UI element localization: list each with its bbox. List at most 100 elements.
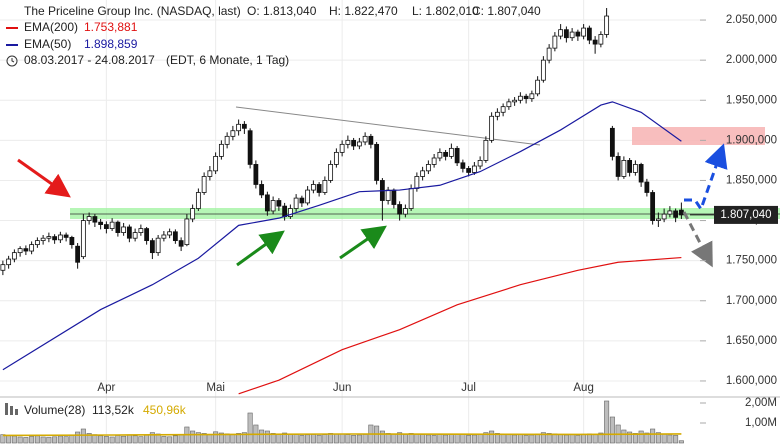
candle-body: [517, 95, 523, 101]
volume-bar: [569, 434, 575, 444]
candle-body: [184, 218, 190, 246]
volume-bar: [6, 435, 12, 444]
candle-body: [23, 248, 29, 252]
chart-title: The Priceline Group Inc. (NASDAQ, last): [24, 4, 241, 18]
ohlc-high: H: 1.822,470: [329, 4, 398, 18]
candle-body: [322, 180, 328, 193]
candle-body: [512, 99, 518, 103]
volume-bar: [448, 434, 454, 444]
volume-bar: [29, 436, 35, 444]
volume-bar: [310, 434, 316, 444]
candle-body: [667, 210, 673, 215]
last-price-label: 1.807,040: [720, 209, 771, 221]
green-arrow: [339, 225, 387, 260]
volume-bar: [178, 434, 184, 444]
candle-body: [328, 164, 334, 181]
gray-dashed-arrow: [682, 211, 713, 268]
volume-bar: [270, 433, 276, 444]
volume-bar: [345, 434, 351, 444]
volume-bar: [437, 434, 443, 444]
volume-bar: [575, 435, 581, 444]
candle-body: [0, 264, 6, 271]
candle-body: [155, 237, 161, 254]
volume-bar: [673, 435, 679, 444]
candle-body: [356, 141, 362, 147]
legend-label: EMA(50): [24, 37, 71, 51]
volume-bar: [167, 436, 173, 444]
support-zone: [70, 208, 780, 219]
volume-bar: [609, 416, 615, 444]
ohlc-low: L: 1.802,010: [412, 4, 479, 18]
volume-bar: [316, 434, 322, 444]
volume-bar: [356, 434, 362, 444]
volume-bar: [586, 433, 592, 444]
candle-body: [500, 106, 506, 113]
candle-body: [563, 29, 569, 39]
volume-bar: [471, 434, 477, 444]
candle-body: [552, 35, 558, 49]
candle-body: [115, 221, 121, 233]
candle-body: [621, 160, 627, 177]
candle-body: [431, 157, 437, 165]
candle-body: [230, 130, 236, 137]
clock-hand: [11, 58, 15, 63]
volume-bar: [391, 433, 397, 444]
x-tick-label: Mai: [206, 382, 225, 394]
volume-bar: [667, 434, 673, 444]
volume-bar: [425, 434, 431, 444]
volume-bar: [523, 435, 529, 444]
candle-body: [34, 240, 40, 246]
y-tick-label: 1.900,000: [726, 134, 777, 146]
candle-body: [316, 184, 322, 193]
candle-body: [460, 162, 466, 169]
candle-body: [402, 208, 408, 215]
candle-body: [644, 181, 650, 193]
volume-bar: [483, 432, 489, 444]
volume-bar: [460, 434, 466, 444]
volume-bar: [293, 434, 299, 444]
candle-body: [63, 234, 69, 238]
candle-body: [523, 95, 529, 100]
candle-body: [282, 205, 288, 217]
candle-body: [632, 164, 638, 173]
volume-bar: [121, 435, 127, 444]
candle-body: [161, 234, 167, 239]
volume-bar: [264, 430, 270, 444]
candle-body: [305, 189, 311, 204]
ema-line: [2, 101, 682, 371]
candle-body: [126, 226, 132, 239]
volume-bar: [621, 429, 627, 444]
clock-icon: [6, 55, 18, 67]
candle-body: [540, 59, 546, 81]
volume-bar: [529, 434, 535, 444]
candle-body: [471, 165, 477, 173]
volume-bar: [230, 434, 236, 444]
candle-body: [80, 220, 86, 258]
candle-body: [627, 160, 633, 173]
candle-body: [477, 160, 483, 167]
candle-body: [598, 34, 604, 45]
volume-bar: [115, 435, 121, 444]
volume-bar: [144, 434, 150, 444]
candle-body: [535, 79, 541, 95]
volume-bar: [339, 433, 345, 444]
ema-line: [238, 256, 682, 395]
candle-body: [609, 127, 615, 157]
y-tick-label: 1.850,000: [726, 174, 777, 186]
candle-body: [374, 143, 380, 181]
volume-bar: [500, 433, 506, 444]
ohlc-open: O: 1.813,040: [247, 4, 317, 18]
volume-bar: [305, 434, 311, 444]
volume-bar: [34, 435, 40, 444]
volume-bar: [431, 435, 437, 444]
volume-bar: [149, 432, 155, 444]
volume-bar: [604, 400, 610, 444]
candle-body: [178, 240, 184, 247]
candle-body: [506, 101, 512, 108]
volume-bar: [259, 429, 265, 444]
candle-body: [167, 231, 173, 236]
volume-bar: [109, 436, 115, 444]
candle-body: [420, 170, 426, 177]
volume-bar: [414, 433, 420, 444]
